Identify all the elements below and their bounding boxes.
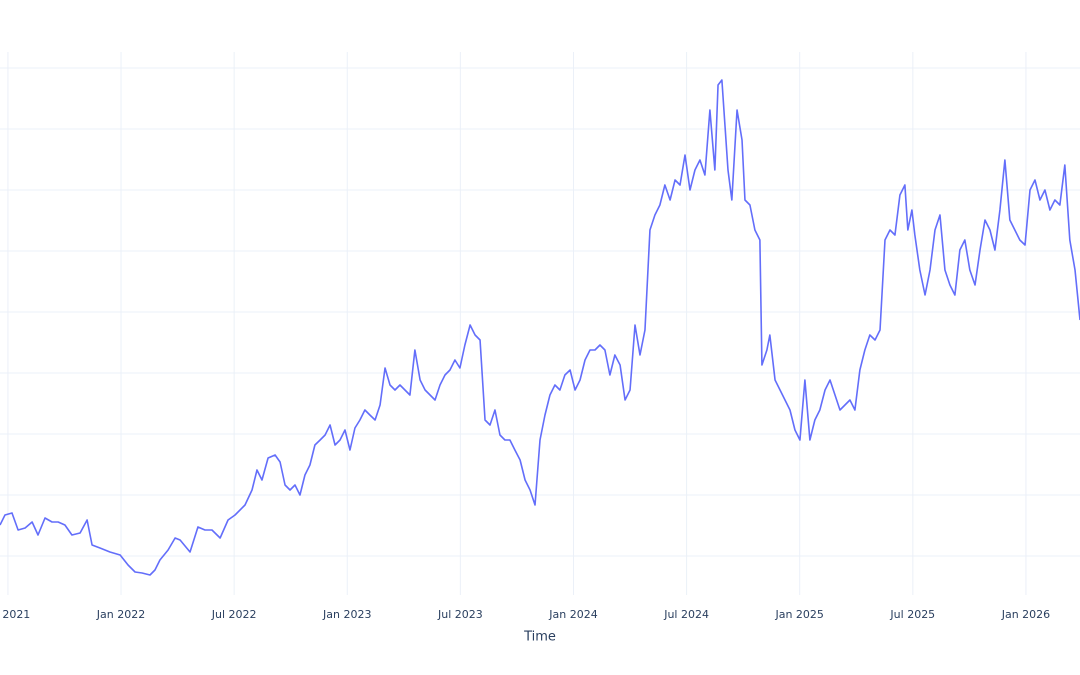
x-tick-label: Jul 2025 xyxy=(889,608,935,621)
x-tick-label: Jan 2023 xyxy=(322,608,371,621)
x-tick-label: Jan 2026 xyxy=(1001,608,1050,621)
x-tick-label: Jan 2024 xyxy=(548,608,597,621)
x-tick-label: Jul 2024 xyxy=(663,608,709,621)
x-axis-title: Time xyxy=(523,630,556,645)
x-tick-label: Jul 2022 xyxy=(211,608,257,621)
x-tick-label: Jul 2023 xyxy=(437,608,483,621)
x-tick-label: Jul 2021 xyxy=(0,608,30,621)
x-tick-label: Jan 2025 xyxy=(774,608,823,621)
x-tick-label: Jan 2022 xyxy=(96,608,145,621)
line-series xyxy=(0,79,1080,576)
